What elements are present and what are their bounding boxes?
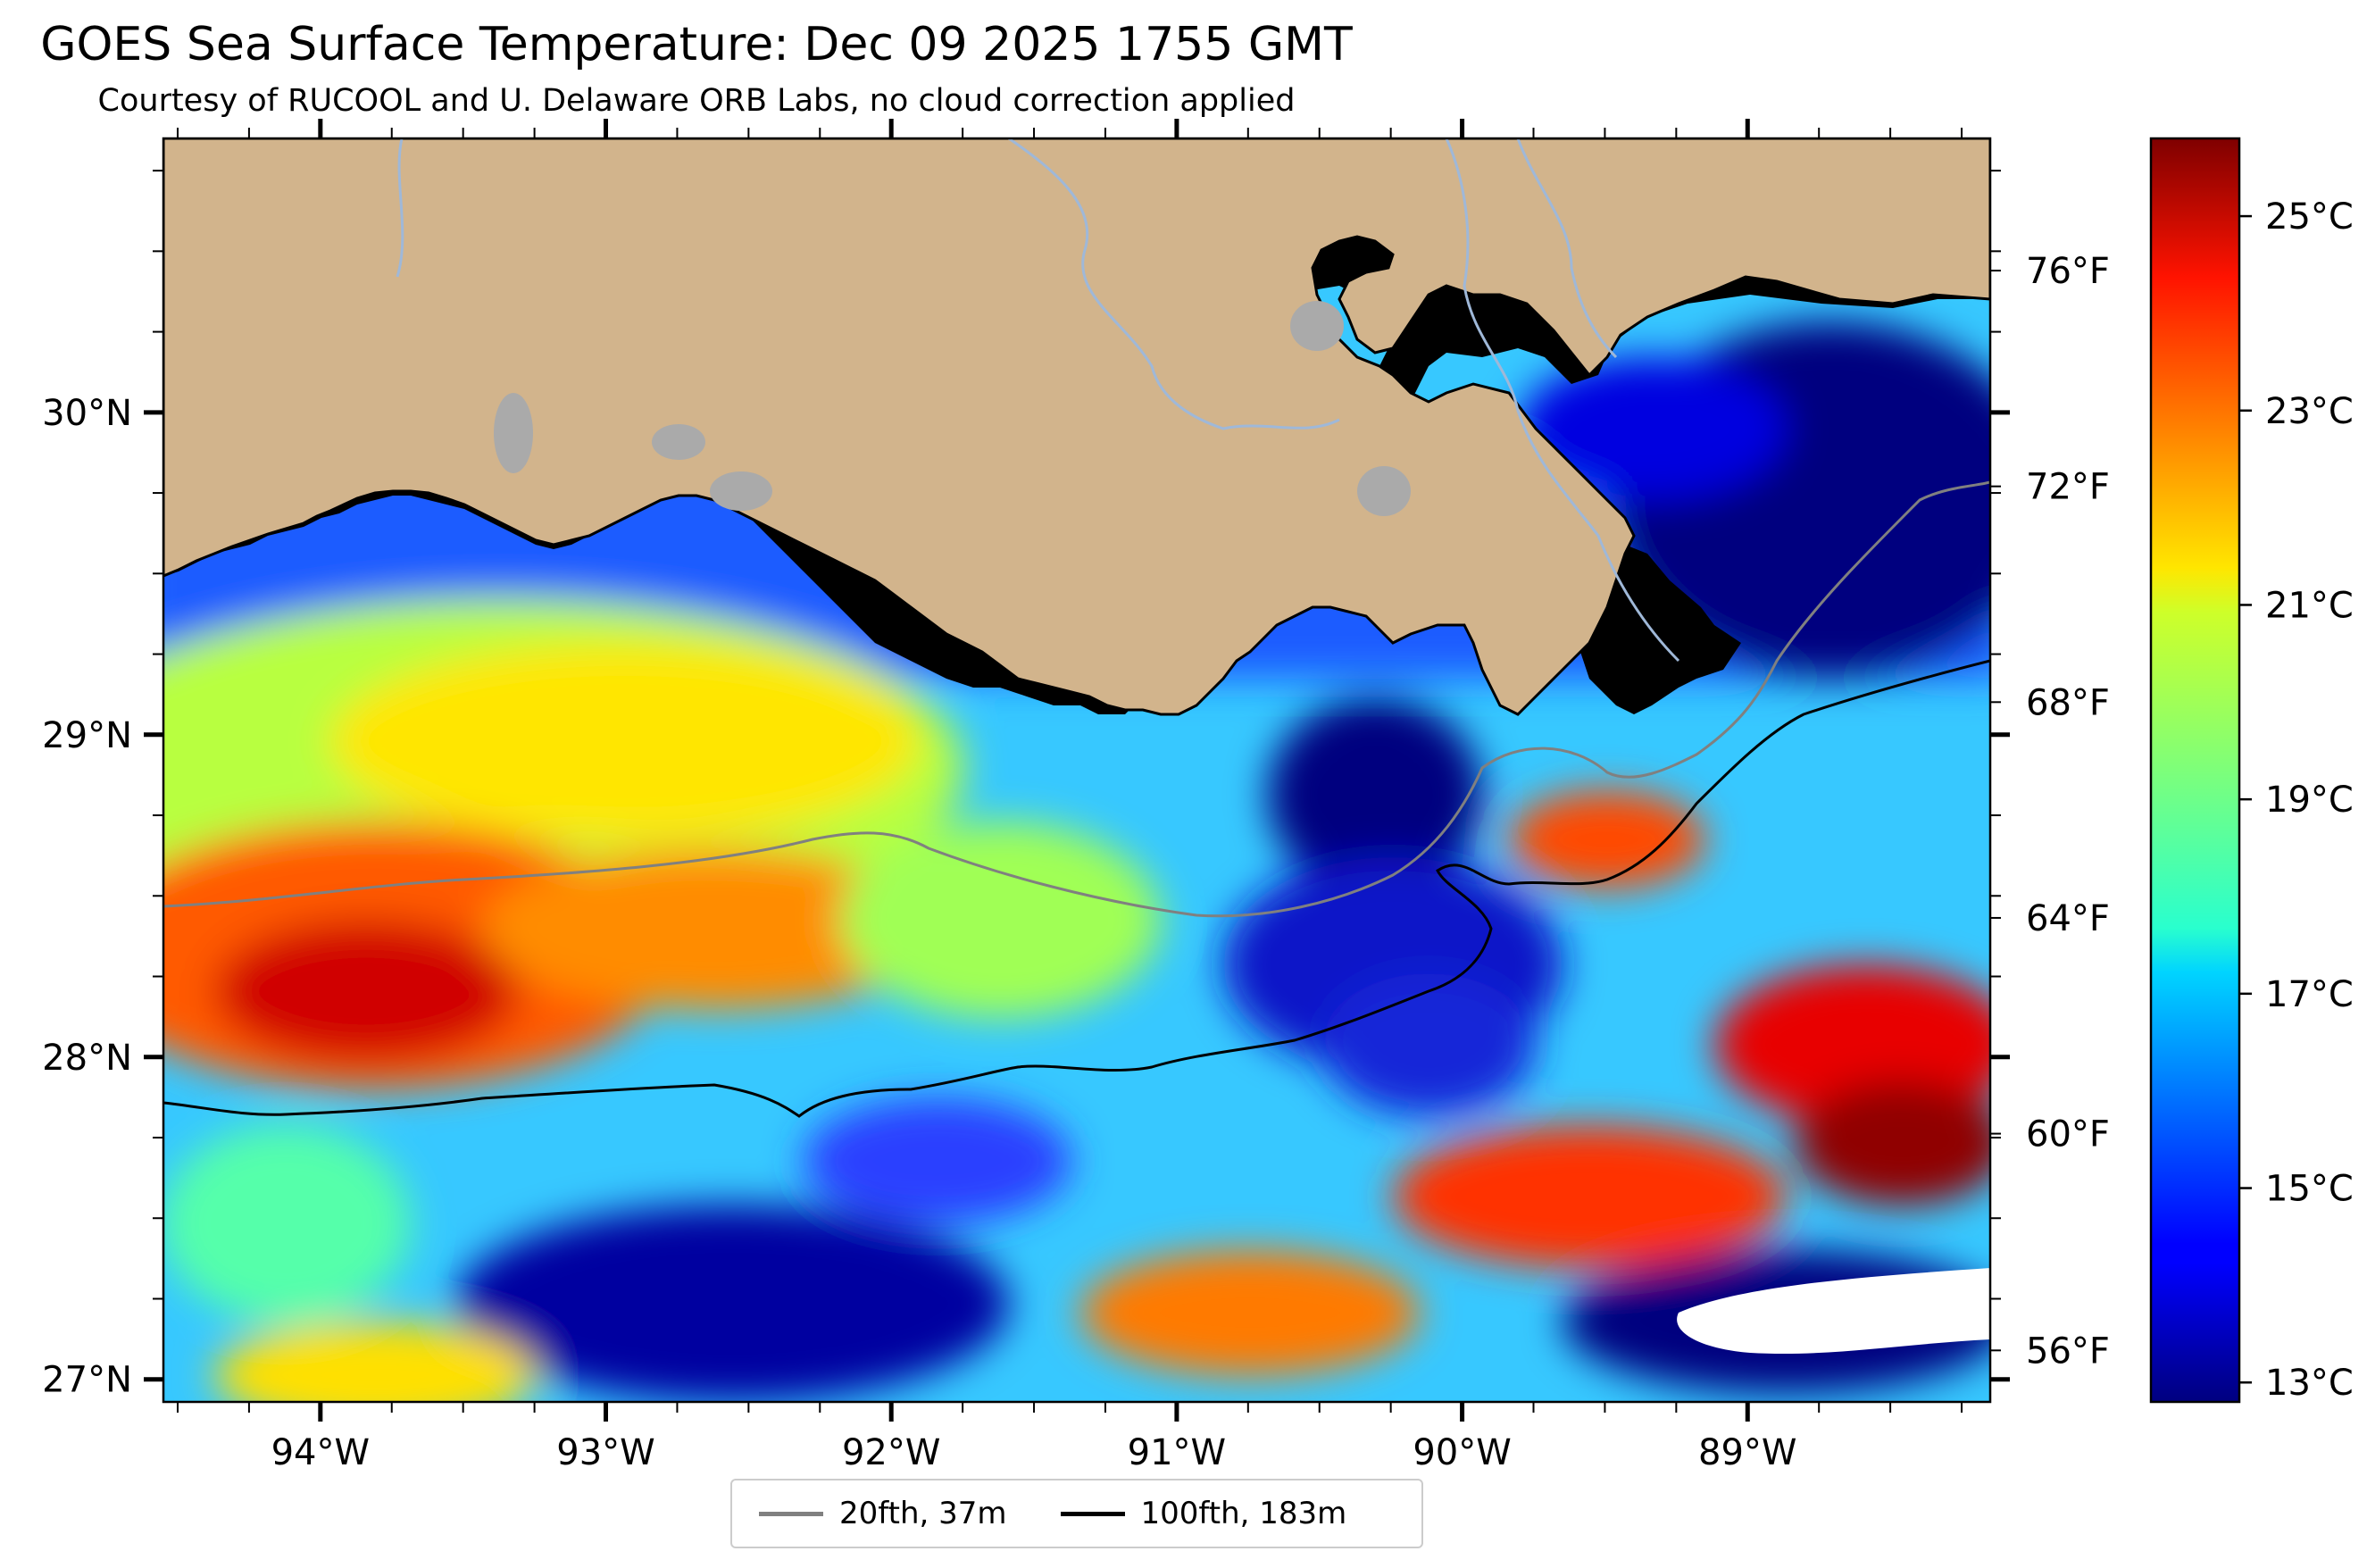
axis-layer: 94°W 93°W 92°W 91°W 90°W 89°W 30°N 29°N 28°N 27°N… [42, 119, 2110, 1473]
colorbar-tick-label: 21°C [2265, 585, 2354, 626]
lat-tick-label: 27°N [42, 1360, 132, 1401]
colorbar-tick-label: 15°C [2265, 1169, 2354, 1210]
depth-contours [163, 480, 1990, 1118]
legend-item-20fth: 20fth, 37m [759, 1496, 1007, 1531]
colorbar-tick-label: 25°C [2265, 196, 2354, 238]
colorbar-tick-label: 23°C [2265, 391, 2354, 432]
legend-swatch-100fth [1060, 1511, 1125, 1516]
map-frame [162, 137, 1992, 1404]
legend-label-100fth: 100fth, 183m [1140, 1496, 1347, 1531]
fahrenheit-tick-label: 76°F [2026, 251, 2110, 292]
lon-tick-label: 94°W [271, 1432, 370, 1473]
lon-tick-label: 93°W [556, 1432, 654, 1473]
fahrenheit-tick-label: 68°F [2026, 682, 2110, 723]
legend-label-20fth: 20fth, 37m [839, 1496, 1007, 1531]
fahrenheit-tick-label: 72°F [2026, 467, 2110, 508]
colorbar [2149, 137, 2241, 1404]
lat-tick-label: 30°N [42, 393, 132, 434]
lon-tick-label: 91°W [1128, 1432, 1226, 1473]
lat-tick-label: 28°N [42, 1038, 132, 1079]
contour-20fth [163, 480, 1990, 918]
lon-tick-label: 90°W [1413, 1432, 1511, 1473]
fahrenheit-tick-label: 56°F [2026, 1330, 2110, 1372]
map-title: GOES Sea Surface Temperature: Dec 09 202… [40, 18, 1353, 71]
legend-item-100fth: 100fth, 183m [1060, 1496, 1347, 1531]
contour-100fth [163, 659, 1990, 1118]
lon-tick-label: 89°W [1698, 1432, 1796, 1473]
colorbar-tick-label: 19°C [2265, 780, 2354, 821]
colorbar-tick-label: 17°C [2265, 974, 2354, 1015]
lon-tick-label: 92°W [842, 1432, 940, 1473]
legend: 20fth, 37m 100fth, 183m [730, 1479, 1423, 1548]
legend-swatch-20fth [759, 1511, 823, 1516]
lat-tick-label: 29°N [42, 715, 132, 756]
colorbar-tick-label: 13°C [2265, 1363, 2354, 1404]
colorbar-ticks: 25°C 23°C 21°C 19°C 17°C 15°C 13°C [2239, 196, 2354, 1404]
map-subtitle: Courtesy of RUCOOL and U. Delaware ORB L… [97, 83, 1296, 119]
rivers [396, 138, 1680, 663]
fahrenheit-tick-label: 60°F [2026, 1114, 2110, 1155]
inland-water [494, 301, 1411, 516]
fahrenheit-tick-label: 64°F [2026, 898, 2110, 939]
